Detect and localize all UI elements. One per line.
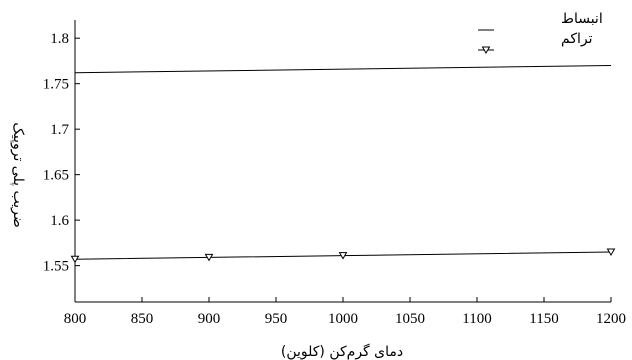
- series-line-1: [74, 64, 612, 74]
- series-marker: [204, 253, 214, 262]
- x-axis-label: دمای گرم‌کن (کلوین): [281, 343, 403, 360]
- x-axis: 800 850 900 950 1000 1050 1100 1150 1200: [64, 297, 626, 327]
- series-marker: [338, 252, 348, 260]
- series-marker: [70, 255, 80, 264]
- y-tick-label: 1.75: [43, 77, 69, 93]
- y-axis: 1.55 1.6 1.65 1.7 1.75 1.8: [43, 20, 80, 302]
- series-line-2: [74, 251, 612, 260]
- x-tick-label: 800: [64, 311, 87, 327]
- y-tick-label: 1.65: [43, 168, 69, 184]
- legend-label-1: انبساط: [561, 11, 603, 27]
- x-tick-label: 1150: [529, 311, 558, 327]
- legend-marker: [481, 46, 491, 54]
- y-axis-label: ضریب پلی تروپیک: [10, 122, 26, 227]
- x-tick-label: 1200: [596, 311, 626, 327]
- series-marker: [606, 248, 616, 256]
- series-layer: [70, 64, 616, 264]
- x-tick-label: 950: [265, 311, 288, 327]
- x-tick-label: 900: [198, 311, 221, 327]
- y-tick-label: 1.7: [50, 122, 69, 138]
- x-tick-label: 1050: [395, 311, 425, 327]
- y-tick-label: 1.55: [43, 259, 69, 275]
- y-tick-label: 1.8: [50, 31, 69, 47]
- y-tick-label: 1.6: [50, 213, 69, 229]
- legend: انبساط تراکم: [478, 11, 603, 54]
- x-tick-label: 850: [131, 311, 154, 327]
- x-tick-label: 1100: [462, 311, 491, 327]
- legend-label-2: تراکم: [561, 31, 593, 47]
- x-tick-label: 1000: [328, 311, 358, 327]
